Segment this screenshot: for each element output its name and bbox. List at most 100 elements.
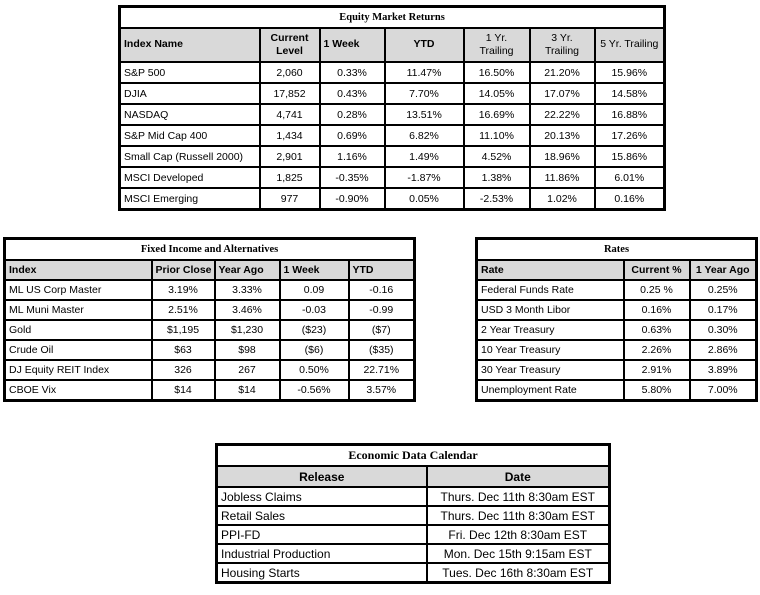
table-title-row: Fixed Income and Alternatives	[3, 237, 416, 261]
data-cell: Unemployment Rate	[475, 379, 625, 402]
table-row: Crude Oil $63 $98 ($6) ($35)	[3, 339, 416, 361]
header-cell: Current %	[622, 259, 691, 281]
table-body: Jobless Claims Thurs. Dec 11th 8:30am EST…	[215, 486, 611, 584]
table-row: ML Muni Master 2.51% 3.46% -0.03 -0.99	[3, 299, 416, 321]
table-header-row: Rate Current % 1 Year Ago	[475, 259, 758, 281]
table-row: Gold $1,195 $1,230 ($23) ($7)	[3, 319, 416, 341]
header-cell: Release	[215, 465, 428, 488]
data-cell: -0.56%	[278, 379, 350, 402]
data-cell: 16.50%	[462, 61, 531, 84]
table-header-row: Index Prior Close Year Ago 1 Week YTD	[3, 259, 416, 281]
data-cell: 1.16%	[318, 145, 386, 168]
data-cell: Crude Oil	[3, 339, 153, 361]
data-cell: 2.51%	[150, 299, 216, 321]
data-cell: 3.33%	[213, 279, 281, 301]
table-title: Fixed Income and Alternatives	[3, 237, 416, 261]
table-row: Industrial Production Mon. Dec 15th 9:15a…	[215, 543, 611, 564]
data-cell: Jobless Claims	[215, 486, 428, 507]
table-header-row: Index Name Current Level 1 Week YTD 1 Yr. Tr…	[118, 27, 666, 63]
table-row: Jobless Claims Thurs. Dec 11th 8:30am EST	[215, 486, 611, 507]
data-cell: 21.20%	[528, 61, 596, 84]
data-cell: ($7)	[347, 319, 416, 341]
data-cell: USD 3 Month Libor	[475, 299, 625, 321]
data-cell: NASDAQ	[118, 103, 261, 126]
data-cell: 0.33%	[318, 61, 386, 84]
data-cell: 2,060	[258, 61, 321, 84]
data-cell: 2.26%	[622, 339, 691, 361]
data-cell: 1.38%	[462, 166, 531, 189]
data-cell: 1,825	[258, 166, 321, 189]
data-cell: 267	[213, 359, 281, 381]
data-cell: 2 Year Treasury	[475, 319, 625, 341]
data-cell: 1.02%	[528, 187, 596, 211]
data-cell: 3.46%	[213, 299, 281, 321]
header-cell: Prior Close	[150, 259, 216, 281]
equity-market-returns-table: Equity Market Returns Index Name Current …	[118, 5, 667, 211]
header-cell: YTD	[347, 259, 416, 281]
data-cell: PPI-FD	[215, 524, 428, 545]
data-cell: -0.16	[347, 279, 416, 301]
data-cell: 0.16%	[593, 187, 666, 211]
header-cell: 1 Yr. Trailing	[462, 27, 531, 63]
data-cell: 3.57%	[347, 379, 416, 402]
data-cell: 7.70%	[383, 82, 465, 105]
table-row: USD 3 Month Libor 0.16% 0.17%	[475, 299, 758, 321]
data-cell: 3.89%	[688, 359, 758, 381]
header-cell: Index Name	[118, 27, 261, 63]
header-cell: Current Level	[258, 27, 321, 63]
data-cell: 14.58%	[593, 82, 666, 105]
table-row: MSCI Developed 1,825 -0.35% -1.87% 1.38% 11.8…	[118, 166, 666, 189]
data-cell: 2,901	[258, 145, 321, 168]
data-cell: 6.01%	[593, 166, 666, 189]
table-row: 2 Year Treasury 0.63% 0.30%	[475, 319, 758, 341]
data-cell: 2.91%	[622, 359, 691, 381]
table-row: S&P Mid Cap 400 1,434 0.69% 6.82% 11.10% 20.1…	[118, 124, 666, 147]
table-body: S&P 500 2,060 0.33% 11.47% 16.50% 21.20% 15.96…	[118, 61, 666, 211]
data-cell: MSCI Emerging	[118, 187, 261, 211]
data-cell: -0.35%	[318, 166, 386, 189]
table-body: Federal Funds Rate 0.25 % 0.25% USD 3 Month…	[475, 279, 758, 402]
data-cell: 17,852	[258, 82, 321, 105]
data-cell: 15.86%	[593, 145, 666, 168]
data-cell: -2.53%	[462, 187, 531, 211]
data-cell: ML US Corp Master	[3, 279, 153, 301]
data-cell: 0.25 %	[622, 279, 691, 301]
data-cell: 2.86%	[688, 339, 758, 361]
data-cell: $1,195	[150, 319, 216, 341]
table-row: 30 Year Treasury 2.91% 3.89%	[475, 359, 758, 381]
data-cell: ($6)	[278, 339, 350, 361]
data-cell: 1,434	[258, 124, 321, 147]
data-cell: Tues. Dec 16th 8:30am EST	[425, 562, 611, 584]
header-cell: Rate	[475, 259, 625, 281]
header-cell: Index	[3, 259, 153, 281]
header-cell: Year Ago	[213, 259, 281, 281]
data-cell: 11.10%	[462, 124, 531, 147]
data-cell: Thurs. Dec 11th 8:30am EST	[425, 486, 611, 507]
table-row: CBOE Vix $14 $14 -0.56% 3.57%	[3, 379, 416, 402]
data-cell: Retail Sales	[215, 505, 428, 526]
data-cell: Housing Starts	[215, 562, 428, 584]
data-cell: 3.19%	[150, 279, 216, 301]
table-row: NASDAQ 4,741 0.28% 13.51% 16.69% 22.22% 16.88%	[118, 103, 666, 126]
data-cell: 15.96%	[593, 61, 666, 84]
data-cell: $14	[213, 379, 281, 402]
data-cell: 0.28%	[318, 103, 386, 126]
data-cell: 22.22%	[528, 103, 596, 126]
economic-data-calendar-table: Economic Data Calendar Release Date Joble…	[215, 443, 612, 584]
table-row: DJIA 17,852 0.43% 7.70% 14.05% 17.07% 14.58%	[118, 82, 666, 105]
data-cell: $1,230	[213, 319, 281, 341]
header-cell: Date	[425, 465, 611, 488]
data-cell: 22.71%	[347, 359, 416, 381]
header-cell: 3 Yr. Trailing	[528, 27, 596, 63]
data-cell: DJ Equity REIT Index	[3, 359, 153, 381]
data-cell: MSCI Developed	[118, 166, 261, 189]
data-cell: 16.88%	[593, 103, 666, 126]
data-cell: 0.30%	[688, 319, 758, 341]
data-cell: 18.96%	[528, 145, 596, 168]
data-cell: Federal Funds Rate	[475, 279, 625, 301]
data-cell: -1.87%	[383, 166, 465, 189]
table-row: Federal Funds Rate 0.25 % 0.25%	[475, 279, 758, 301]
data-cell: Thurs. Dec 11th 8:30am EST	[425, 505, 611, 526]
header-cell: 5 Yr. Trailing	[593, 27, 666, 63]
data-cell: DJIA	[118, 82, 261, 105]
